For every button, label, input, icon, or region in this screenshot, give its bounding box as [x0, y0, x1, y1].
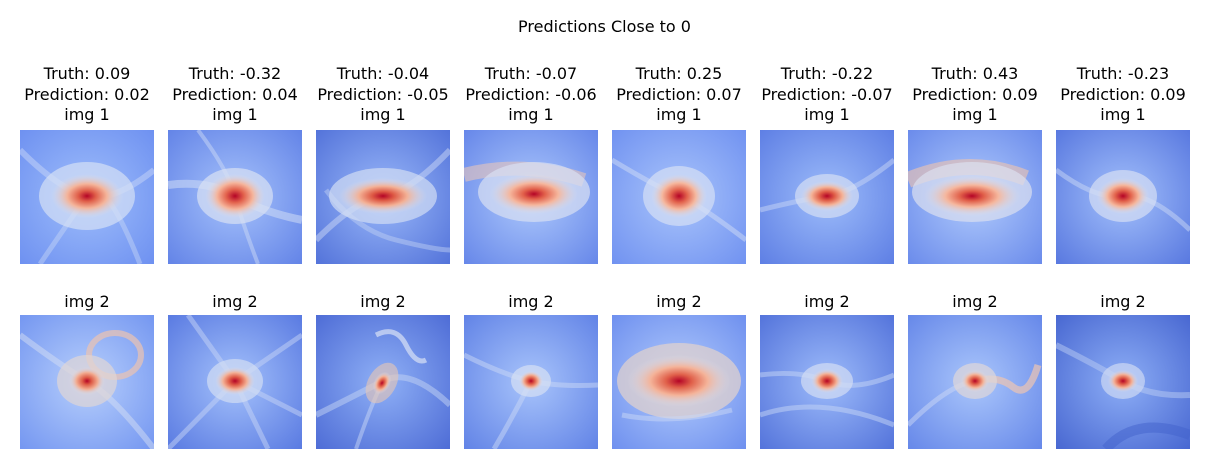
heatmap-image: [316, 315, 450, 449]
truth-label: Truth: -0.23: [1036, 64, 1209, 85]
heatmap-image: [20, 315, 154, 449]
panel-caption: img 2: [1036, 292, 1209, 313]
heatmap-image: [464, 315, 598, 449]
heatmap-image: [1056, 130, 1190, 264]
heatmap-image: [612, 315, 746, 449]
prediction-label: Prediction: 0.09: [1036, 85, 1209, 106]
heatmap-image: [168, 130, 302, 264]
heatmap-image: [760, 315, 894, 449]
heatmap-image: [1056, 315, 1190, 449]
heatmap-image: [20, 130, 154, 264]
heatmap-image: [760, 130, 894, 264]
figure-title: Predictions Close to 0: [0, 17, 1209, 37]
heatmap-image: [464, 130, 598, 264]
heatmap-image: [612, 130, 746, 264]
panel-caption: Truth: -0.23 Prediction: 0.09 img 1: [1036, 64, 1209, 126]
heatmap-image: [168, 315, 302, 449]
image-label: img 1: [1036, 105, 1209, 126]
heatmap-image: [908, 315, 1042, 449]
heatmap-image: [908, 130, 1042, 264]
heatmap-image: [316, 130, 450, 264]
